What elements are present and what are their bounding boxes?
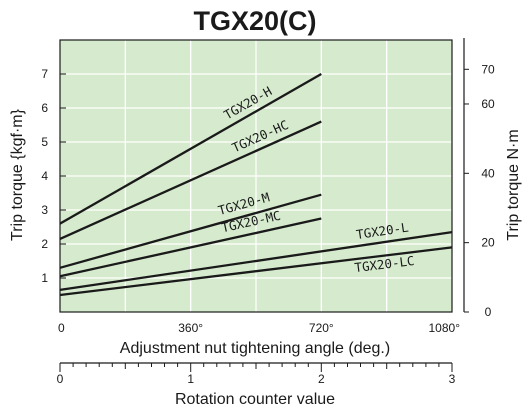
x2-tick-label: 3	[449, 372, 456, 386]
x2-tick-label: 1	[187, 372, 194, 386]
y2-tick-label: 60	[481, 97, 495, 111]
x2-tick-label: 0	[57, 372, 64, 386]
y2-tick-label: 70	[481, 62, 495, 76]
y-tick-label: 1	[41, 271, 48, 285]
y2-axis-label: Trip torque N·m	[505, 129, 522, 240]
series-line-tgx20-mc	[59, 217, 322, 278]
x2-axis-label: Rotation counter value	[175, 391, 335, 408]
series-line-tgx20-l	[59, 230, 453, 292]
series-line-tgx20-h	[59, 73, 322, 225]
y-axis-label: Trip torque {kgf·m}	[9, 108, 26, 241]
y-tick-label: 6	[41, 101, 48, 115]
x2-tick-label: 2	[318, 372, 325, 386]
y-tick-label: 3	[41, 203, 48, 217]
y-tick-label: 2	[41, 237, 48, 251]
y2-tick-label: 20	[481, 236, 495, 250]
rotation-counter-axis: 0 1 2 3	[57, 362, 456, 386]
series-label: TGX20-LC	[354, 253, 416, 275]
y2-tick-label: 40	[481, 166, 495, 180]
y2-tick-label: 0	[485, 305, 492, 319]
x-tick-label: 720°	[309, 321, 334, 335]
x-tick-label: 0	[58, 321, 65, 335]
series-line-tgx20-m	[59, 193, 322, 269]
chart-title: TGX20(C)	[193, 6, 316, 36]
x-tick-label: 360°	[178, 321, 203, 335]
y-tick-label: 7	[41, 67, 48, 81]
right-axis: 0 20 40 60 70	[463, 38, 495, 319]
x-axis-label: Adjustment nut tightening angle (deg.)	[120, 340, 390, 357]
series-line-tgx20-hc	[59, 120, 322, 240]
series-line-tgx20-lc	[59, 246, 453, 297]
x-tick-label: 1080°	[429, 321, 461, 335]
y-tick-label: 4	[41, 169, 48, 183]
y-tick-label: 5	[41, 135, 48, 149]
